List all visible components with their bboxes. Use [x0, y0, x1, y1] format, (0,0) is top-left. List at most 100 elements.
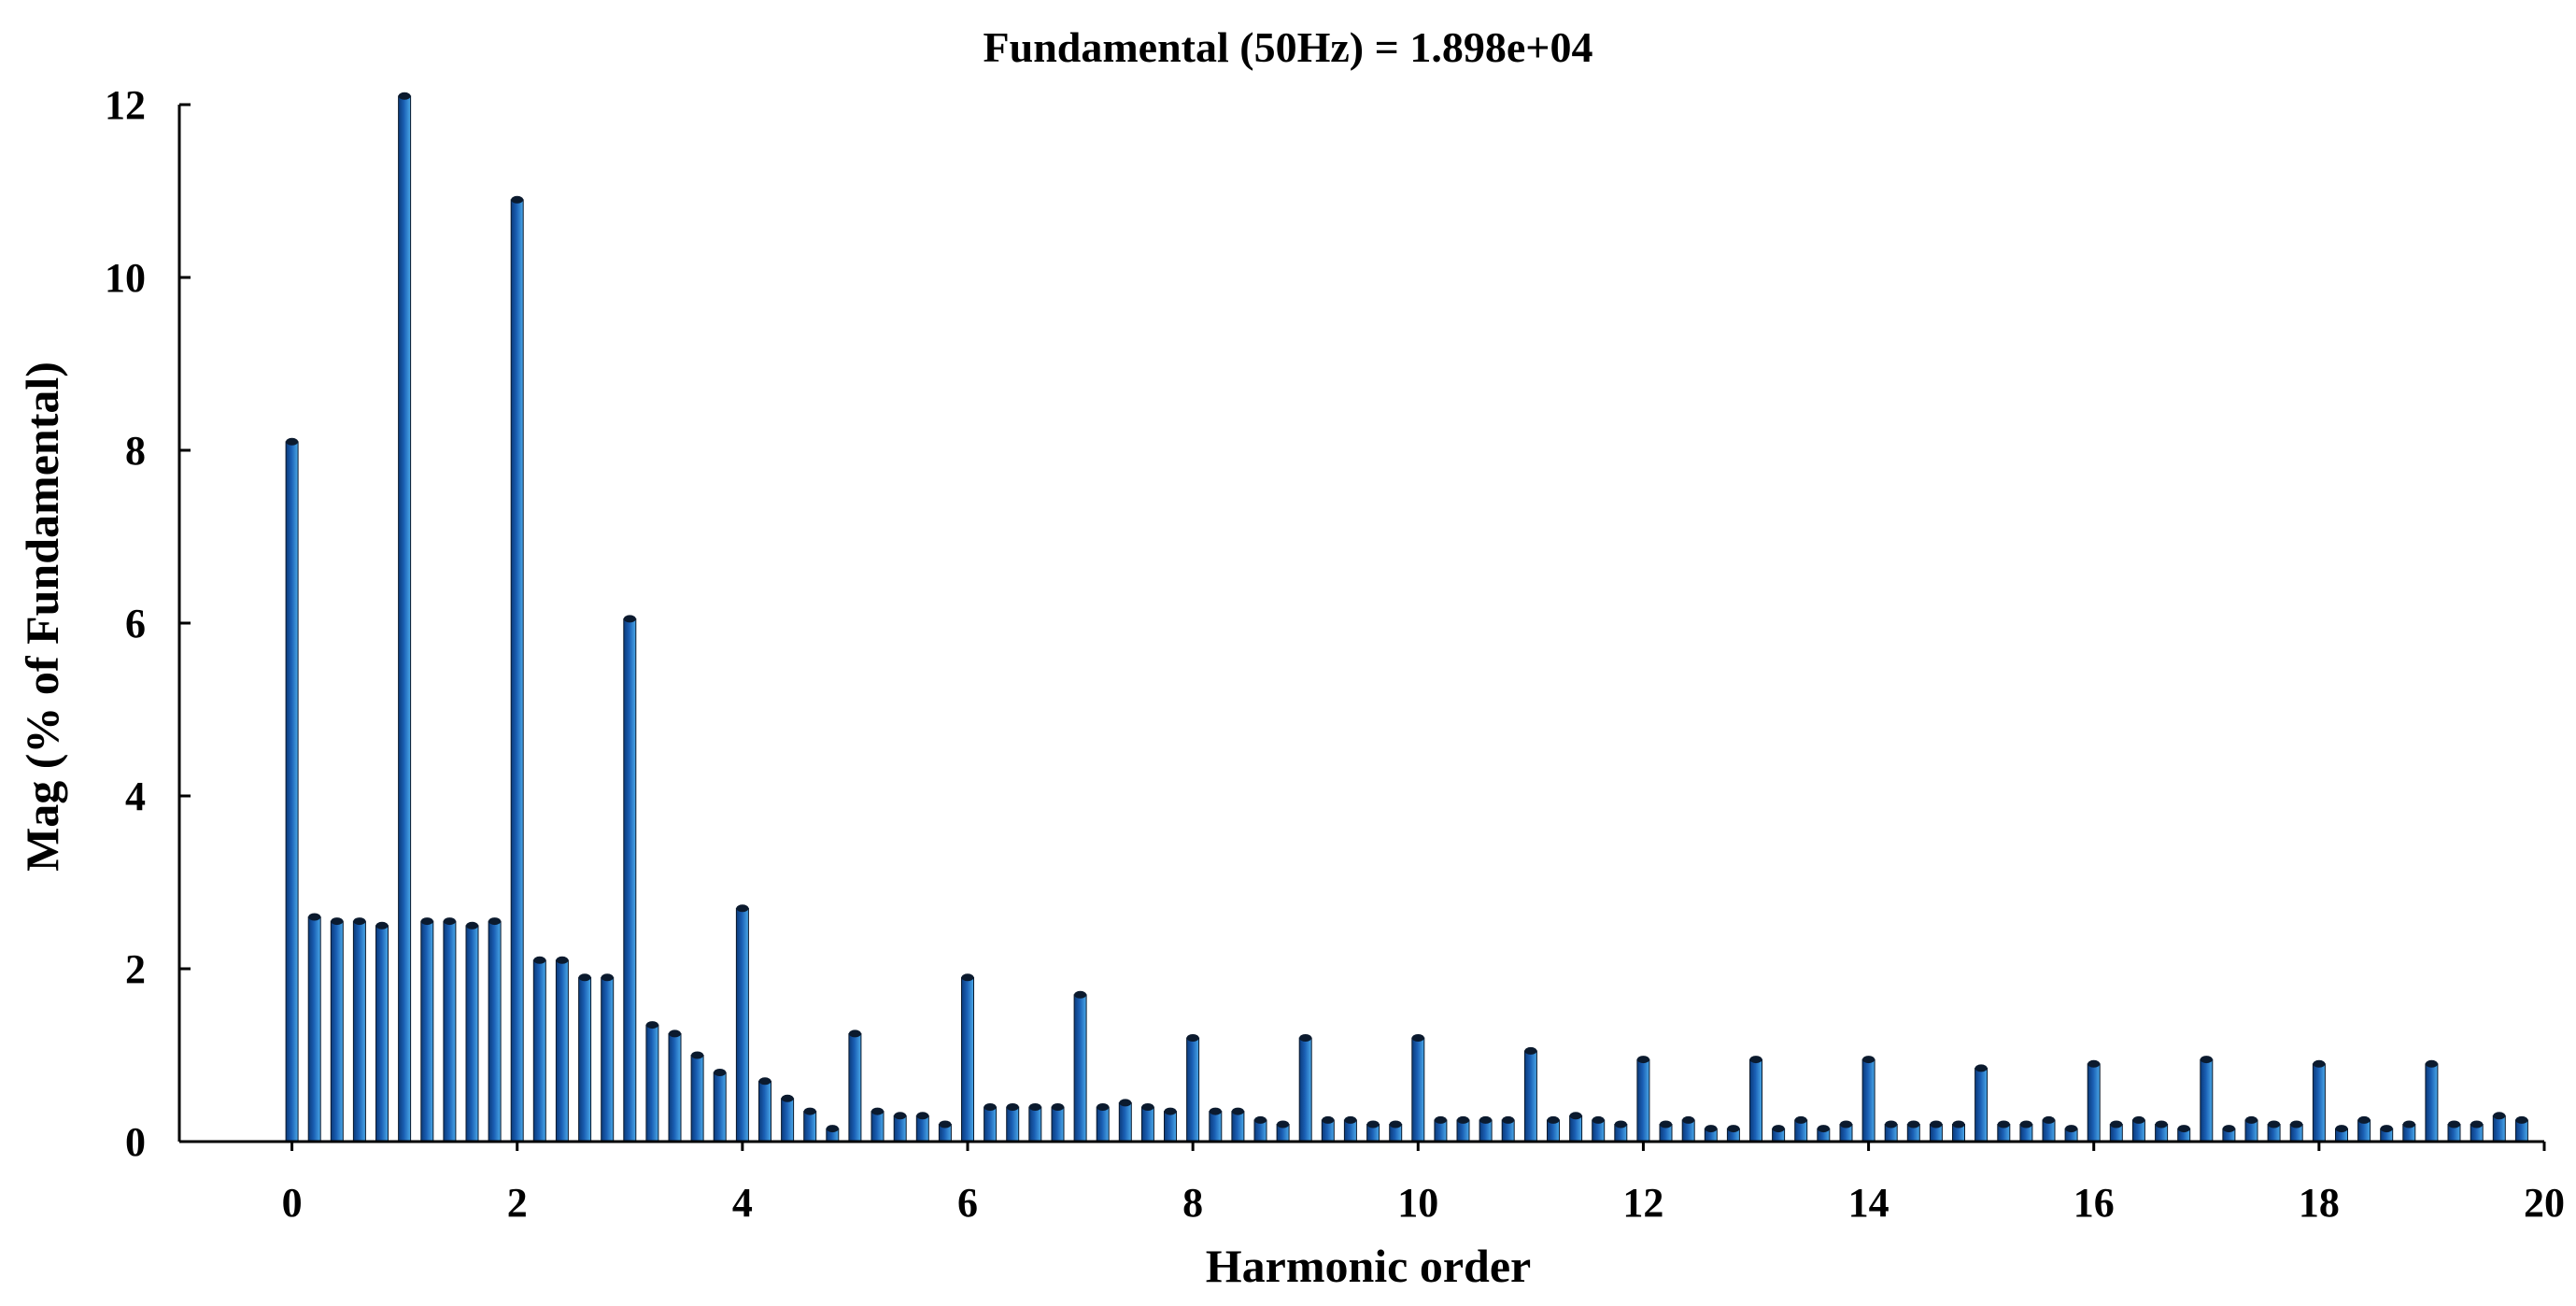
bar-cap-18-2	[2335, 1125, 2348, 1133]
bar-cap-18-6	[2380, 1125, 2393, 1133]
bar-cap-9-8	[1389, 1120, 1402, 1129]
bar-cap-13-8	[1840, 1120, 1852, 1129]
bar-cap-2-4	[556, 956, 569, 964]
bar-cap-13	[1749, 1056, 1762, 1064]
bar-cap-3	[623, 615, 636, 623]
bar-cap-4-4	[781, 1094, 794, 1102]
bar-cap-6-6	[1028, 1103, 1041, 1111]
bar-cap-16-6	[2155, 1120, 2168, 1129]
bar-harmonic-9	[1298, 1037, 1312, 1143]
x-tick-label-20: 20	[2524, 1180, 2565, 1226]
bar-cap-12-6	[1705, 1125, 1718, 1133]
bar-harmonic-6-4	[1006, 1106, 1020, 1143]
bar-cap-13-6	[1817, 1125, 1830, 1133]
bar-cap-17-4	[2245, 1115, 2258, 1124]
bar-cap-1	[398, 92, 411, 100]
bar-cap-15-4	[2019, 1120, 2032, 1129]
bar-cap-4-2	[758, 1077, 771, 1086]
y-tick-label-12: 12	[105, 82, 146, 128]
bar-harmonic-6-6	[1028, 1106, 1042, 1143]
x-tick-label-6: 6	[957, 1180, 978, 1226]
bar-harmonic-13	[1749, 1058, 1762, 1143]
bar-cap-17	[2200, 1056, 2213, 1064]
bar-harmonic-5	[848, 1032, 862, 1143]
bar-harmonic-8-2	[1209, 1111, 1223, 1143]
bar-cap-8-2	[1209, 1107, 1222, 1115]
bar-cap-8-8	[1277, 1120, 1290, 1129]
bar-harmonic-3-6	[690, 1055, 704, 1143]
bar-cap-19-4	[2470, 1120, 2484, 1129]
bar-cap-16-4	[2132, 1115, 2145, 1124]
bar-cap-9-2	[1322, 1115, 1335, 1124]
bar-cap-14-2	[1885, 1120, 1898, 1129]
bar-cap-12	[1636, 1056, 1649, 1064]
bar-harmonic-7	[1073, 994, 1087, 1143]
y-tick-label-8: 8	[125, 428, 146, 474]
bar-harmonic-7-8	[1164, 1111, 1177, 1143]
x-tick-label-4: 4	[732, 1180, 753, 1226]
bar-cap-17-8	[2290, 1120, 2303, 1129]
bar-cap-6-2	[984, 1103, 997, 1111]
bar-cap-0-8	[375, 921, 389, 930]
bar-harmonic-3-2	[645, 1024, 659, 1143]
bar-cap-13-4	[1794, 1115, 1807, 1124]
bar-cap-13-2	[1772, 1125, 1785, 1133]
bar-cap-6-4	[1006, 1103, 1019, 1111]
x-axis-label: Harmonic order	[1206, 1240, 1532, 1292]
bar-cap-6	[961, 973, 974, 982]
y-tick-label-6: 6	[125, 601, 146, 646]
bar-cap-0	[286, 437, 299, 446]
chart-title: Fundamental (50Hz) = 1.898e+04	[984, 23, 1593, 71]
bar-cap-16	[2088, 1059, 2101, 1068]
bar-cap-12-2	[1660, 1120, 1672, 1129]
bar-harmonic-6-2	[984, 1106, 998, 1143]
bar-cap-16-2	[2110, 1120, 2123, 1129]
bar-harmonic-14	[1861, 1058, 1875, 1143]
bar-cap-8-6	[1254, 1115, 1267, 1124]
bar-harmonic-3-8	[713, 1072, 727, 1143]
bar-cap-15	[1974, 1064, 1988, 1072]
bar-cap-11-8	[1614, 1120, 1627, 1129]
bar-harmonic-8-4	[1231, 1111, 1245, 1143]
bar-harmonic-7-6	[1140, 1106, 1154, 1143]
bar-harmonic-3	[623, 618, 637, 1143]
bar-harmonic-2-8	[601, 976, 615, 1143]
bar-harmonic-11-4	[1569, 1114, 1583, 1143]
y-tick-label-4: 4	[125, 774, 146, 819]
x-ticks: 0 2 4 6 8 10 12 14 16 18 20	[282, 1142, 2565, 1226]
bar-harmonic-10	[1411, 1037, 1425, 1143]
bar-harmonic-1	[398, 95, 412, 1143]
bar-cap-15-8	[2065, 1125, 2078, 1133]
bar-harmonic-4-6	[803, 1111, 817, 1143]
bar-harmonic-2	[510, 199, 524, 1143]
bar-cap-16-8	[2177, 1125, 2190, 1133]
x-tick-label-8: 8	[1182, 1180, 1203, 1226]
bar-harmonic-19	[2425, 1063, 2439, 1143]
bar-harmonic-2-6	[578, 976, 592, 1143]
bar-cap-17-2	[2222, 1125, 2235, 1133]
bar-harmonic-19-6	[2492, 1114, 2506, 1143]
bar-harmonic-6	[961, 976, 974, 1143]
bar-cap-7	[1074, 990, 1087, 999]
bar-cap-3-4	[669, 1029, 681, 1038]
bar-cap-4-8	[826, 1125, 839, 1133]
bar-harmonic-8	[1186, 1037, 1200, 1143]
bar-cap-11-6	[1592, 1115, 1605, 1124]
bar-cap-7-6	[1141, 1103, 1154, 1111]
bar-cap-12-4	[1682, 1115, 1695, 1124]
bar-harmonic-1-6	[465, 925, 479, 1143]
bar-harmonic-0-4	[330, 920, 344, 1143]
bar-harmonic-4	[735, 907, 749, 1143]
bar-cap-11	[1524, 1046, 1537, 1055]
bar-harmonic-1-4	[443, 920, 457, 1143]
bar-harmonic-3-4	[668, 1032, 682, 1143]
bar-cap-18-8	[2402, 1120, 2415, 1129]
bar-cap-5-8	[939, 1120, 952, 1129]
bar-cap-10-4	[1457, 1115, 1469, 1124]
bar-cap-5-2	[871, 1107, 884, 1115]
bar-cap-0-6	[353, 917, 366, 926]
x-tick-label-10: 10	[1397, 1180, 1438, 1226]
bar-cap-5	[848, 1029, 861, 1038]
bar-cap-1-6	[466, 921, 478, 930]
